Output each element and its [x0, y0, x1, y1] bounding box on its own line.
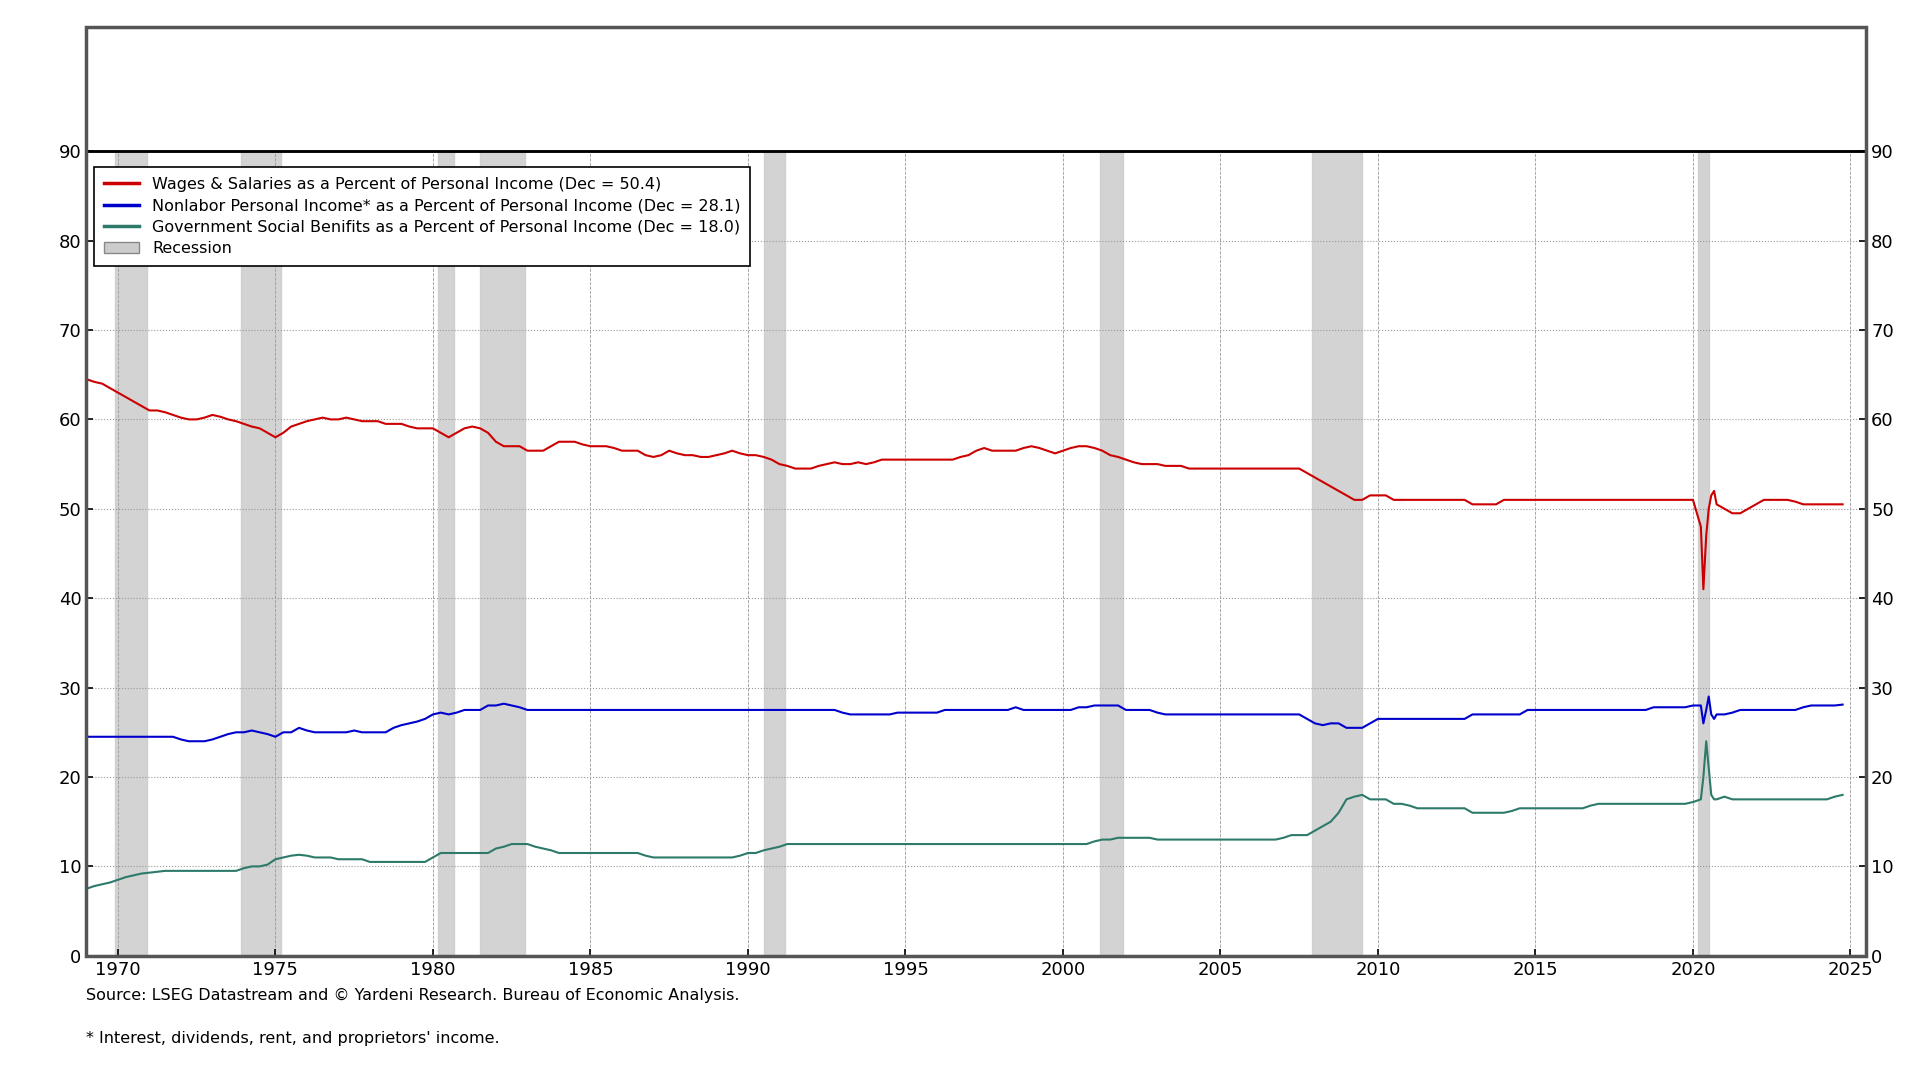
Bar — [242, 151, 280, 956]
Bar — [480, 151, 524, 956]
Bar — [438, 151, 453, 956]
Legend: Wages & Salaries as a Percent of Personal Income (Dec = 50.4), Nonlabor Personal: Wages & Salaries as a Percent of Persona… — [94, 167, 751, 266]
Bar — [764, 151, 785, 956]
Text: SELECTED NOMINAL PERSONAL INCOME AS A PERCENT OF TOTAL PERSONAL INCOME: SELECTED NOMINAL PERSONAL INCOME AS A PE… — [411, 56, 1542, 80]
Bar — [115, 151, 148, 956]
Bar — [1313, 151, 1361, 956]
Text: * Interest, dividends, rent, and proprietors' income.: * Interest, dividends, rent, and proprie… — [86, 1031, 499, 1047]
Bar — [1100, 151, 1123, 956]
Text: Source: LSEG Datastream and © Yardeni Research. Bureau of Economic Analysis.: Source: LSEG Datastream and © Yardeni Re… — [86, 988, 739, 1003]
Bar — [1699, 151, 1709, 956]
Text: (percent, saar): (percent, saar) — [899, 113, 1054, 134]
